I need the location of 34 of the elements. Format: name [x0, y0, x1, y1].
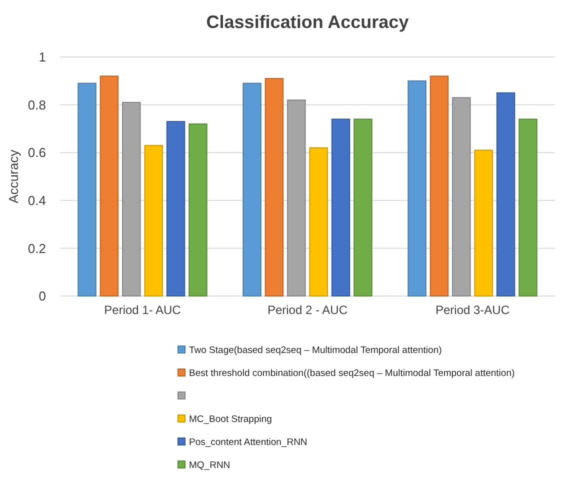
y-axis-title: Accuracy — [6, 149, 21, 204]
legend-label: Pos_content Attention_RNN — [189, 436, 308, 448]
legend-label: MC_Boot Strapping — [189, 414, 272, 425]
bar — [408, 80, 426, 296]
bar — [122, 102, 141, 296]
bar — [287, 100, 306, 296]
bar — [430, 76, 449, 296]
bar — [242, 82, 262, 296]
bar — [331, 118, 350, 296]
bar — [474, 150, 493, 296]
y-tick-label: 0.6 — [28, 145, 46, 160]
bar — [452, 97, 471, 296]
bar — [78, 82, 96, 296]
y-tick-label: 0 — [38, 288, 46, 304]
y-tick-label: 0.8 — [28, 97, 46, 112]
bar — [264, 78, 284, 296]
bar — [354, 118, 372, 296]
bar — [188, 123, 208, 296]
x-tick-label: Period 2 - AUC — [267, 303, 348, 317]
x-tick-label: Period 1- AUC — [104, 303, 182, 317]
y-tick-label: 0.4 — [28, 192, 46, 208]
bar — [496, 92, 516, 296]
bar — [309, 147, 328, 296]
bar — [100, 76, 119, 296]
bar — [518, 118, 538, 296]
chart-title: Classification Accuracy — [206, 12, 409, 32]
bar — [144, 144, 163, 296]
y-tick-label: 0.2 — [28, 240, 46, 256]
legend-label: Two Stage(based seq2seq – Multimodal Temporal attention) — [189, 344, 442, 356]
x-tick-label: Period 3-AUC — [435, 303, 510, 317]
y-tick-label: 1 — [38, 50, 46, 65]
bar — [166, 121, 186, 296]
legend-label: MQ_RNN — [189, 460, 230, 471]
legend-label: Best threshold combination((based seq2seq – Multimodal Temporal attention) — [189, 368, 515, 379]
